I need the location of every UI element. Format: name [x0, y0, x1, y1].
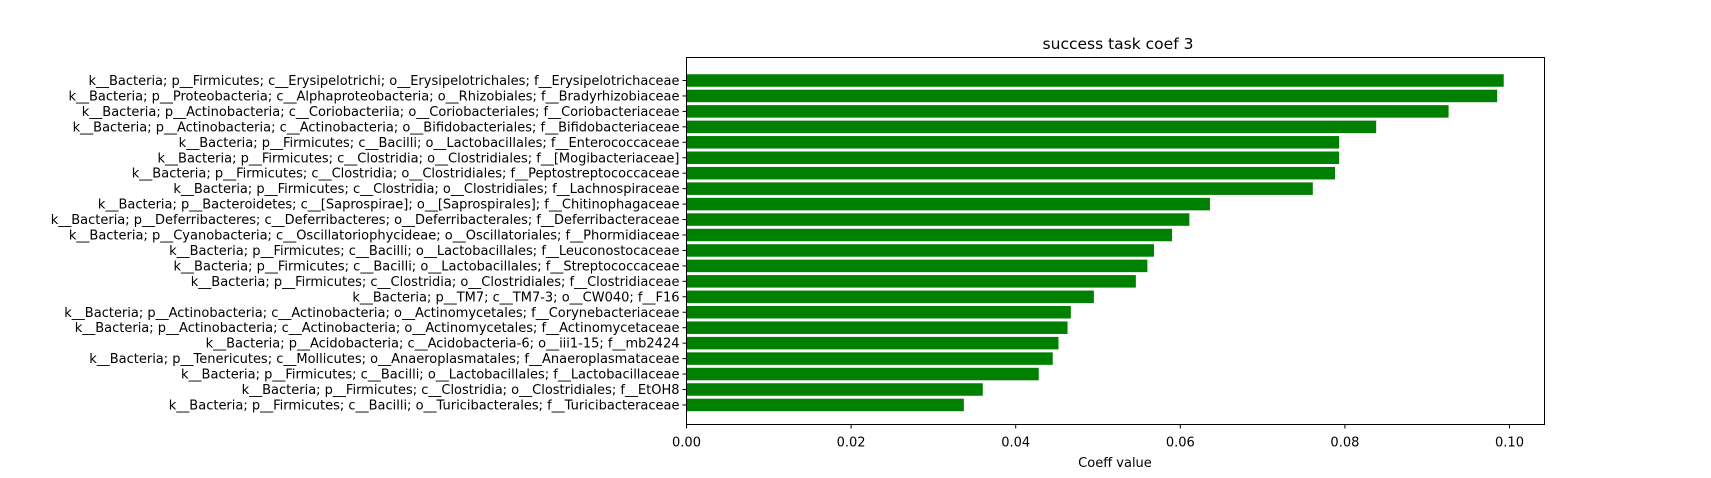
bar [686, 166, 1336, 180]
x-axis-label: Coeff value [1078, 456, 1152, 471]
category-label: k__Bacteria; p__Firmicutes; c__Bacilli; … [174, 259, 680, 274]
category-label: k__Bacteria; p__Cyanobacteria; c__Oscill… [69, 229, 680, 244]
bar [686, 213, 1190, 226]
category-label: k__Bacteria; p__Deferribacteres; c__Defe… [51, 213, 680, 228]
bars-group [686, 74, 1504, 412]
category-label: k__Bacteria; p__Firmicutes; c__Clostridi… [158, 151, 680, 166]
x-axis: 0.00 0.02 0.04 0.06 0.08 0.10 [672, 424, 1524, 451]
bar [686, 74, 1504, 87]
bar [686, 367, 1039, 381]
category-label: k__Bacteria; p__Actinobacteria; c__Actin… [64, 306, 679, 321]
category-label: k__Bacteria; p__Actinobacteria; c__Actin… [75, 321, 680, 336]
bar [686, 182, 1313, 195]
bar [686, 290, 1094, 304]
bar [686, 197, 1210, 211]
bar [686, 321, 1068, 334]
chart-title: success task coef 3 [1043, 35, 1194, 53]
bar [686, 120, 1377, 134]
bar [686, 136, 1340, 149]
x-tick-label: 0.00 [672, 436, 701, 451]
bar [686, 383, 983, 396]
category-label: k__Bacteria; p__Firmicutes; c__Clostridi… [242, 383, 680, 398]
bar [686, 306, 1071, 319]
category-label: k__Bacteria; p__Actinobacteria; c__Actin… [73, 120, 680, 135]
category-label: k__Bacteria; p__Firmicutes; c__Clostridi… [173, 182, 679, 197]
bar [686, 398, 964, 412]
x-tick-label: 0.04 [1001, 436, 1030, 451]
category-label: k__Bacteria; p__Proteobacteria; c__Alpha… [68, 89, 679, 104]
category-label: k__Bacteria; p__Firmicutes; c__Clostridi… [132, 167, 680, 182]
category-label: k__Bacteria; p__Firmicutes; c__Erysipelo… [88, 74, 679, 89]
x-tick-label: 0.10 [1495, 436, 1524, 451]
x-tick-label: 0.06 [1166, 436, 1195, 451]
category-label: k__Bacteria; p__Actinobacteria; c__Corio… [82, 105, 680, 120]
bar [686, 259, 1148, 273]
category-label: k__Bacteria; p__Bacteroidetes; c__[Sapro… [98, 198, 680, 213]
category-label: k__Bacteria; p__Firmicutes; c__Bacilli; … [179, 136, 680, 151]
bar [686, 151, 1340, 164]
category-label: k__Bacteria; p__Tenericutes; c__Mollicut… [89, 352, 679, 367]
bar [686, 336, 1059, 350]
category-label: k__Bacteria; p__Firmicutes; c__Bacilli; … [181, 368, 679, 383]
category-label: k__Bacteria; p__Firmicutes; c__Bacilli; … [169, 398, 680, 413]
category-label: k__Bacteria; p__Firmicutes; c__Clostridi… [191, 275, 680, 290]
plot-frame [686, 57, 1545, 425]
bar [686, 275, 1136, 288]
category-label: k__Bacteria; p__TM7; c__TM7-3; o__CW040;… [352, 290, 679, 305]
x-tick-label: 0.02 [837, 436, 866, 451]
bar [686, 89, 1498, 103]
bar [686, 244, 1154, 257]
bar [686, 105, 1449, 118]
bar [686, 352, 1053, 365]
category-labels: k__Bacteria; p__Firmicutes; c__Erysipelo… [51, 74, 687, 413]
bar [686, 228, 1173, 242]
category-label: k__Bacteria; p__Acidobacteria; c__Acidob… [206, 337, 680, 352]
category-label: k__Bacteria; p__Firmicutes; c__Bacilli; … [169, 244, 679, 259]
x-tick-label: 0.08 [1330, 436, 1359, 451]
